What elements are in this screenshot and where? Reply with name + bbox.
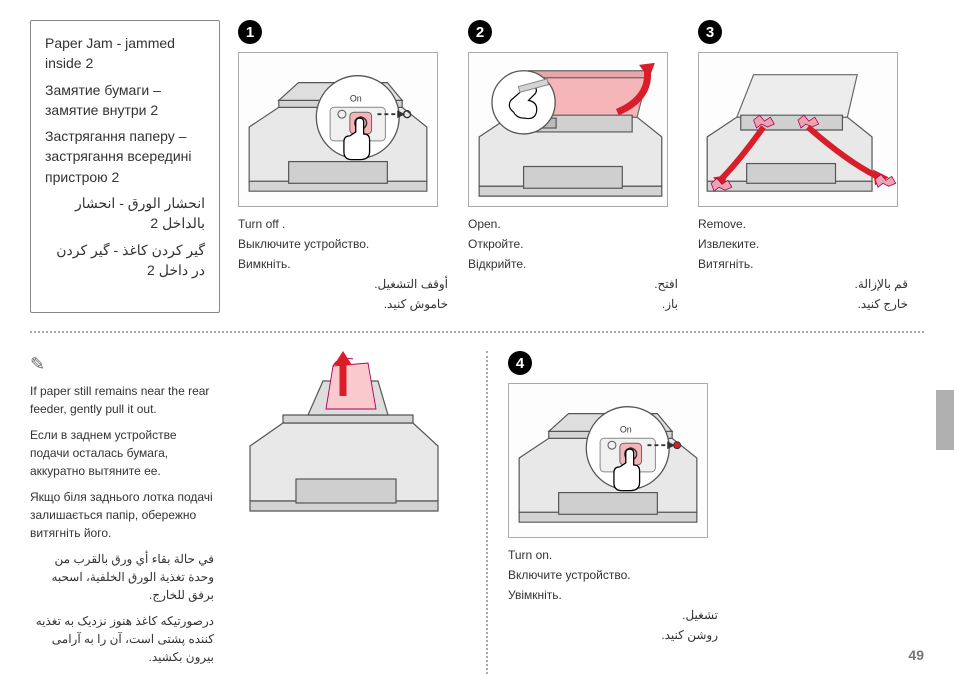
step-3-ar: قم بالإزالة. xyxy=(698,275,908,293)
step-2-fa: باز. xyxy=(468,295,678,313)
step-1-ar: أوقف التشغيل. xyxy=(238,275,448,293)
step-4-ru: Включите устройство. xyxy=(508,566,718,584)
step-4-illustration: On xyxy=(508,383,708,538)
step-2-en: Open. xyxy=(468,215,678,233)
step-1-number: 1 xyxy=(238,20,262,44)
note-icon: ✎ xyxy=(30,351,214,378)
step-1: 1 xyxy=(238,20,448,313)
step-4-fa: روشن کنید. xyxy=(508,626,718,644)
step-4-ar: تشغيل. xyxy=(508,606,718,624)
note-ru: Если в заднем устройстве подачи осталась… xyxy=(30,426,214,480)
on-label: On xyxy=(350,93,362,103)
step-4-en: Turn on. xyxy=(508,546,718,564)
step-4-number: 4 xyxy=(508,351,532,375)
page-number: 49 xyxy=(908,647,924,663)
note-ar: في حالة بقاء أي ورق بالقرب من وحدة تغذية… xyxy=(30,550,214,604)
title-uk: Застрягання паперу – застрягання всереди… xyxy=(45,126,205,187)
step-1-fa: خاموش کنید. xyxy=(238,295,448,313)
step-2: 2 xyxy=(468,20,678,313)
title-ar: انحشار الورق - انحشار بالداخل 2 xyxy=(45,193,205,234)
step-3-fa: خارج کنید. xyxy=(698,295,908,313)
steps-top: 1 xyxy=(238,20,924,313)
step-3-en: Remove. xyxy=(698,215,908,233)
note-uk: Якщо біля заднього лотка подачі залишаєт… xyxy=(30,488,214,542)
step-4-uk: Увімкніть. xyxy=(508,586,718,604)
bottom-row: ✎ If paper still remains near the rear f… xyxy=(30,351,924,674)
note-fa: درصورتیکه کاغذ هنوز نزدیک به تغذیه کننده… xyxy=(30,612,214,666)
step-4-captions: Turn on. Включите устройство. Увімкніть.… xyxy=(508,546,718,644)
step-3-ru: Извлеките. xyxy=(698,235,908,253)
step-4: 4 On xyxy=(508,351,718,644)
step-4-area: 4 On xyxy=(486,351,718,674)
step-1-ru: Выключите устройство. xyxy=(238,235,448,253)
step-2-ru: Откройте. xyxy=(468,235,678,253)
title-en: Paper Jam - jammed inside 2 xyxy=(45,33,205,74)
step-2-illustration xyxy=(468,52,668,207)
step-1-captions: Turn off . Выключите устройство. Вимкніт… xyxy=(238,215,448,313)
title-box: Paper Jam - jammed inside 2 Замятие бума… xyxy=(30,20,220,313)
step-2-number: 2 xyxy=(468,20,492,44)
step-2-ar: افتح. xyxy=(468,275,678,293)
step-2-captions: Open. Откройте. Відкрийте. افتح. باز. xyxy=(468,215,678,313)
note-illustration xyxy=(238,351,468,674)
step-2-uk: Відкрийте. xyxy=(468,255,678,273)
step-3: 3 xyxy=(698,20,908,313)
page-root: 49 Paper Jam - jammed inside 2 Замятие б… xyxy=(0,0,954,673)
title-ru: Замятие бумаги – замятие внутри 2 xyxy=(45,80,205,121)
top-row: Paper Jam - jammed inside 2 Замятие бума… xyxy=(30,20,924,313)
step-3-uk: Витягніть. xyxy=(698,255,908,273)
step-3-number: 3 xyxy=(698,20,722,44)
side-tab xyxy=(936,390,954,450)
svg-text:On: On xyxy=(620,424,632,434)
step-1-uk: Вимкніть. xyxy=(238,255,448,273)
note-en: If paper still remains near the rear fee… xyxy=(30,382,214,418)
step-1-en: Turn off . xyxy=(238,215,448,233)
step-3-captions: Remove. Извлеките. Витягніть. قم بالإزال… xyxy=(698,215,908,313)
step-3-illustration xyxy=(698,52,898,207)
note-box: ✎ If paper still remains near the rear f… xyxy=(30,351,220,674)
title-fa: گیر کردن کاغذ - گیر کردن در داخل 2 xyxy=(45,240,205,281)
step-1-illustration: On xyxy=(238,52,438,207)
divider xyxy=(30,331,924,333)
